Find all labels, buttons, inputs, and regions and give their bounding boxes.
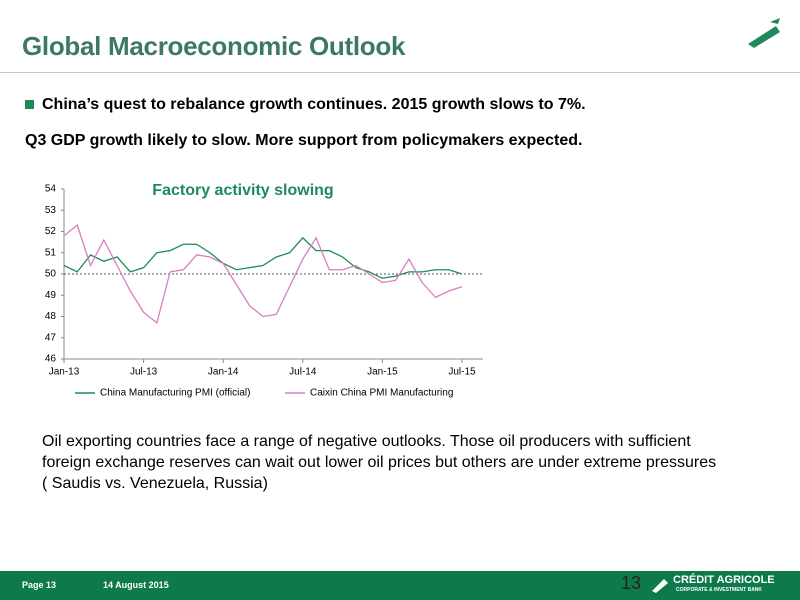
x-tick-label: Jan-15 bbox=[367, 367, 398, 378]
page-label: Page 13 bbox=[22, 580, 57, 590]
brand: CRÉDIT AGRICOLE bbox=[673, 574, 775, 586]
x-tick-label: Jul-15 bbox=[448, 367, 476, 378]
divider bbox=[0, 72, 800, 73]
footer-bar bbox=[0, 571, 800, 600]
y-tick-label: 53 bbox=[45, 205, 57, 216]
y-tick-label: 46 bbox=[45, 354, 57, 365]
y-tick-label: 50 bbox=[45, 269, 57, 280]
date: 14 August 2015 bbox=[103, 580, 169, 590]
legend-label: China Manufacturing PMI (official) bbox=[100, 388, 250, 399]
brand-logo bbox=[652, 579, 668, 593]
y-tick-label: 48 bbox=[45, 311, 57, 322]
x-tick-label: Jan-14 bbox=[208, 367, 239, 378]
chart-title: Factory activity slowing bbox=[152, 182, 333, 199]
y-tick-label: 51 bbox=[45, 247, 57, 258]
y-tick-label: 52 bbox=[45, 226, 57, 237]
x-tick-label: Jan-13 bbox=[49, 367, 80, 378]
y-tick-label: 47 bbox=[45, 332, 57, 343]
logo-mark bbox=[748, 18, 780, 48]
body-text: Oil exporting countries face a range of … bbox=[42, 433, 717, 492]
slide-title: Global Macroeconomic Outlook bbox=[22, 31, 406, 61]
chart: Factory activity slowing 46 47 48 49 50 51 52 5… bbox=[45, 182, 483, 399]
slide-number: 13 bbox=[621, 573, 642, 593]
legend-label: Caixin China PMI Manufacturing bbox=[310, 388, 453, 399]
y-tick-label: 54 bbox=[45, 184, 57, 195]
bullet-text: China’s quest to rebalance growth contin… bbox=[42, 96, 586, 113]
bullet-marker bbox=[25, 100, 34, 109]
x-tick-label: Jul-13 bbox=[130, 367, 158, 378]
y-tick-label: 49 bbox=[45, 290, 57, 301]
series-line bbox=[63, 236, 463, 279]
subheading: Q3 GDP growth likely to slow. More suppo… bbox=[25, 132, 583, 149]
brand-sub: CORPORATE & INVESTMENT BANK bbox=[676, 587, 763, 593]
x-tick-label: Jul-14 bbox=[289, 367, 317, 378]
series-line bbox=[63, 224, 463, 325]
